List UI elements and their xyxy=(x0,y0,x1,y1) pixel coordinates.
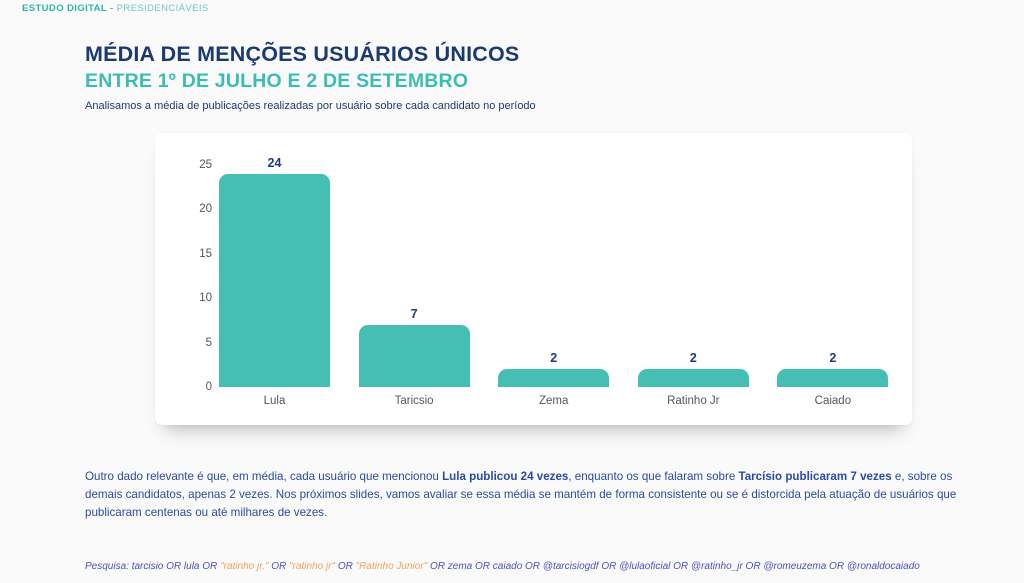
text-segment: "ratinho jr" xyxy=(289,561,336,572)
text-segment: Outro dado relevante é que, em média, ca… xyxy=(85,470,443,483)
x-axis-category-label: Lula xyxy=(263,395,286,407)
x-axis-category-label: Caiado xyxy=(814,395,852,407)
y-axis-tick-label: 0 xyxy=(205,381,212,393)
text-segment: e, sobre os demais candidatos, apenas 2 … xyxy=(85,470,957,519)
y-axis-tick-label: 10 xyxy=(199,292,212,305)
bar-caiado xyxy=(777,369,889,387)
x-axis-category-label: Ratinho Jr xyxy=(667,395,720,407)
bar-taricsio xyxy=(358,324,470,387)
brand-name: ESTUDO DIGITAL - xyxy=(22,3,117,14)
text-segment: Tarcísio publicaram 7 vezes xyxy=(738,470,892,483)
text-segment: "ratinho jr." xyxy=(220,561,269,572)
bar-value-label: 2 xyxy=(550,351,558,366)
bar-lula xyxy=(219,173,330,387)
slide-header: MÉDIA DE MENÇÕES USUÁRIOS ÚNICOS ENTRE 1… xyxy=(85,42,536,112)
bar-value-label: 2 xyxy=(829,351,837,366)
bar-ratinho-jr xyxy=(637,369,749,387)
brand-section: PRESIDENCIÁVEIS xyxy=(116,3,209,14)
y-axis-tick-label: 15 xyxy=(199,247,212,260)
x-axis-category-label: Zema xyxy=(538,395,569,407)
bar-zema xyxy=(498,369,610,387)
analysis-paragraph: Outro dado relevante é que, em média, ca… xyxy=(85,468,957,522)
page-description: Analisamos a média de publicações realiz… xyxy=(85,100,536,112)
page-title: MÉDIA DE MENÇÕES USUÁRIOS ÚNICOS xyxy=(85,42,520,66)
y-axis-tick-label: 25 xyxy=(199,159,212,171)
brand-header: ESTUDO DIGITAL - PRESIDENCIÁVEIS xyxy=(22,3,209,14)
bar-chart: 0 5 10 15 20 25 24 Lula 7 Taricsio 2 Zema 2 Ratinho J… xyxy=(155,133,912,425)
text-segment: "Ratinho Junior" xyxy=(355,561,428,572)
bar-value-label: 7 xyxy=(410,306,418,321)
search-query-footnote: Pesquisa: tarcisio OR lula OR "ratinho j… xyxy=(85,561,985,572)
bar-value-label: 2 xyxy=(689,351,697,366)
y-axis-tick-label: 5 xyxy=(205,336,212,349)
text-segment: OR zema OR caiado OR @tarcisiogdf OR @lu… xyxy=(427,561,920,572)
y-axis-tick-label: 20 xyxy=(199,203,212,216)
text-segment: Pesquisa: tarcisio OR lula OR xyxy=(85,561,221,572)
page-subtitle: ENTRE 1º DE JULHO E 2 DE SETEMBRO xyxy=(85,70,469,92)
bar-value-label: 24 xyxy=(267,155,282,170)
x-axis-category-label: Taricsio xyxy=(394,395,434,407)
text-segment: OR xyxy=(335,561,356,572)
text-segment: , enquanto os que falaram sobre xyxy=(568,470,739,483)
text-segment: Lula publicou 24 vezes xyxy=(442,470,569,483)
text-segment: OR xyxy=(268,561,290,572)
